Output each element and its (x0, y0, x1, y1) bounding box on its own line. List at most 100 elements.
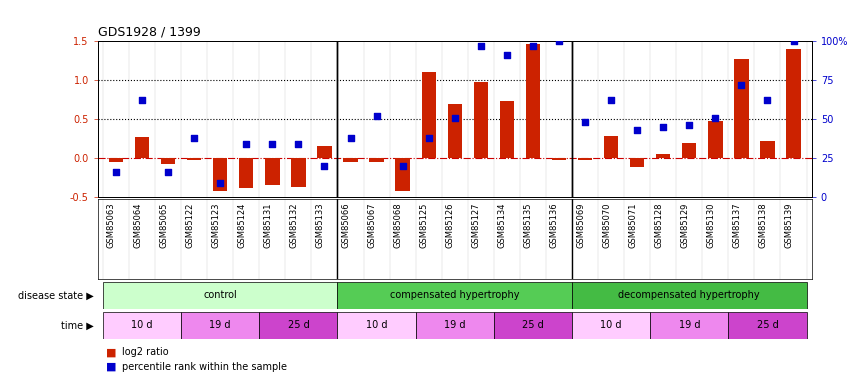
Text: GSM85122: GSM85122 (185, 203, 194, 248)
Text: GSM85071: GSM85071 (628, 203, 638, 248)
Text: log2 ratio: log2 ratio (122, 347, 168, 357)
Point (604, 98, 618, 104)
Text: GSM85124: GSM85124 (237, 203, 246, 248)
Text: GSM85126: GSM85126 (445, 203, 455, 248)
Bar (604, 136, 618, 158)
Bar (448, 104, 462, 158)
Text: GDS1928 / 1399: GDS1928 / 1399 (98, 26, 201, 39)
Point (370, 113, 383, 119)
Text: GSM85069: GSM85069 (576, 203, 585, 248)
Bar (292, 158, 305, 187)
Point (343, 135, 357, 141)
Point (474, 43, 488, 49)
Text: GSM85129: GSM85129 (680, 203, 689, 248)
Text: control: control (203, 290, 237, 300)
Bar (422, 72, 436, 158)
Bar (187, 158, 201, 160)
Text: GSM85125: GSM85125 (420, 203, 428, 248)
Bar (317, 146, 332, 158)
Text: compensated hypertrophy: compensated hypertrophy (390, 290, 519, 300)
Text: decompensated hypertrophy: decompensated hypertrophy (619, 290, 760, 300)
Text: GSM85128: GSM85128 (654, 203, 663, 248)
Bar (337, 312, 416, 339)
Bar (650, 312, 728, 339)
Text: time ▶: time ▶ (60, 320, 94, 330)
Bar (343, 158, 358, 162)
Bar (760, 141, 774, 158)
Point (422, 135, 435, 141)
Bar (728, 312, 807, 339)
Point (500, 52, 513, 58)
Point (213, 180, 227, 186)
Point (734, 82, 748, 88)
Text: GSM85130: GSM85130 (706, 203, 716, 248)
Bar (370, 158, 383, 162)
Text: GSM85132: GSM85132 (289, 203, 298, 248)
Bar (337, 282, 572, 309)
Point (448, 114, 462, 120)
Text: GSM85067: GSM85067 (367, 203, 377, 248)
Text: GSM85136: GSM85136 (550, 203, 559, 248)
Text: GSM85123: GSM85123 (211, 203, 220, 248)
Bar (708, 122, 722, 158)
Point (761, 98, 774, 104)
Text: ■: ■ (106, 347, 120, 357)
Text: GSM85064: GSM85064 (133, 203, 142, 248)
Text: GSM85066: GSM85066 (342, 203, 350, 248)
Text: GSM85134: GSM85134 (498, 203, 507, 248)
Text: ■: ■ (106, 362, 120, 372)
Bar (630, 158, 644, 167)
Point (240, 141, 253, 147)
Text: 19 d: 19 d (678, 320, 700, 330)
Point (787, 38, 801, 44)
Text: 19 d: 19 d (444, 320, 466, 330)
Bar (656, 154, 671, 158)
Bar (239, 158, 253, 188)
Bar (109, 158, 123, 162)
Bar (395, 158, 410, 190)
Text: 19 d: 19 d (209, 320, 231, 330)
Point (187, 135, 201, 141)
Text: 10 d: 10 d (131, 320, 153, 330)
Bar (103, 312, 181, 339)
Bar (572, 282, 807, 309)
Bar (416, 312, 494, 339)
Bar (786, 49, 801, 158)
Bar (526, 44, 540, 158)
Point (683, 122, 696, 128)
Text: GSM85065: GSM85065 (159, 203, 168, 248)
Text: GSM85139: GSM85139 (785, 203, 794, 248)
Text: GSM85070: GSM85070 (602, 203, 611, 248)
Bar (682, 143, 696, 158)
Bar (473, 82, 488, 158)
Bar (572, 312, 650, 339)
Text: GSM85135: GSM85135 (524, 203, 533, 248)
Point (292, 141, 305, 147)
Point (396, 163, 410, 169)
Point (656, 124, 670, 130)
Point (265, 141, 279, 147)
Text: GSM85063: GSM85063 (107, 203, 116, 248)
Bar (181, 312, 259, 339)
Bar (265, 158, 280, 185)
Point (318, 163, 332, 169)
Bar (578, 158, 592, 160)
Point (135, 98, 149, 104)
Point (709, 114, 722, 120)
Text: 25 d: 25 d (287, 320, 309, 330)
Bar (259, 312, 337, 339)
Point (109, 169, 122, 175)
Point (552, 38, 566, 44)
Point (526, 43, 540, 49)
Text: GSM85133: GSM85133 (315, 203, 325, 248)
Bar (552, 158, 566, 159)
Bar (161, 158, 175, 164)
Bar (734, 59, 749, 158)
Text: 25 d: 25 d (756, 320, 779, 330)
Text: 10 d: 10 d (366, 320, 388, 330)
Bar (135, 137, 150, 158)
Text: disease state ▶: disease state ▶ (18, 290, 94, 300)
Point (162, 169, 175, 175)
Text: GSM85131: GSM85131 (264, 203, 272, 248)
Point (578, 119, 592, 125)
